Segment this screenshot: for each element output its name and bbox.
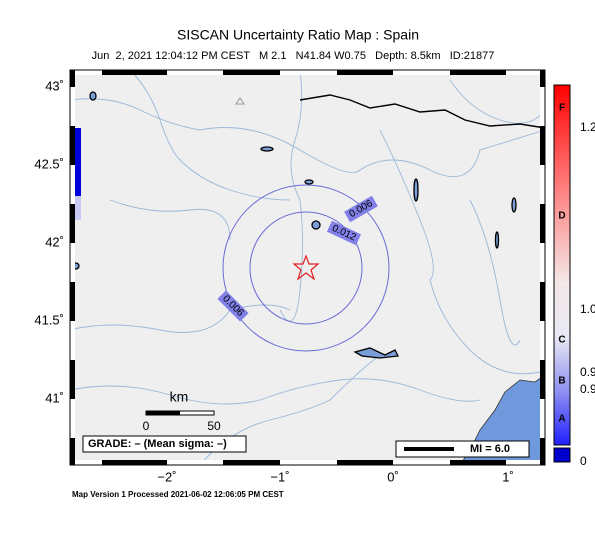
title: SISCAN Uncertainty Ratio Map : Spain: [177, 27, 419, 43]
epicenter: [292, 254, 320, 281]
colorbar-value: 0.9: [580, 382, 595, 396]
frame-segment: [280, 460, 337, 465]
lon-label: 0˚: [387, 469, 399, 484]
subtitle: Jun 2, 2021 12:04:12 PM CEST M 2.1 N41.8…: [92, 50, 495, 62]
frame-segment: [540, 165, 545, 204]
grade: GRADE: – (Mean sigma: –): [88, 438, 227, 450]
footer: Map Version 1 Processed 2021-06-02 12:06…: [72, 490, 284, 499]
frame-segment: [540, 282, 545, 321]
frame-segment: [393, 460, 450, 465]
grade-letter: C: [558, 335, 565, 346]
frame-segment: [540, 399, 545, 438]
lon-label: −2˚: [157, 469, 176, 484]
frame-segment: [223, 70, 280, 75]
lat-label: 42˚: [45, 234, 64, 249]
lon-labels: −2˚ −1˚ 0˚ 1˚: [157, 469, 513, 484]
frame-segment: [540, 70, 545, 87]
frame-segment: [393, 70, 450, 75]
frame-segment: [337, 70, 393, 75]
frame-segment: [167, 70, 223, 75]
frame-segment: [223, 460, 280, 465]
frame-line: [69, 69, 546, 466]
frame-segment: [70, 126, 75, 165]
colorbar-value: 0: [580, 454, 587, 468]
color-strip: [70, 196, 81, 220]
mi: MI = 6.0: [470, 443, 510, 455]
colorbar: F D C B A 1.2 1.0 0.9 0.9 0: [553, 84, 595, 468]
mi-line: [404, 447, 454, 451]
frame-segment: [70, 243, 75, 282]
frame-segment: [70, 204, 75, 243]
frame-segment: [540, 204, 545, 243]
frame-segment: [70, 321, 75, 360]
map-area: 0.006 0.012 0.006 km 0 50 GRADE: – (Mean…: [69, 69, 546, 466]
rivers: [69, 69, 546, 466]
contour-0-012: [249, 211, 363, 325]
frame-segment: [102, 460, 167, 465]
frame-segment: [506, 70, 545, 75]
frame-segment: [102, 70, 167, 75]
scale-end: 50: [207, 419, 221, 433]
border: [299, 94, 546, 129]
frame-segment: [70, 282, 75, 321]
frame-segment: [540, 243, 545, 282]
color-strip: [70, 128, 81, 196]
frame-segment: [70, 70, 75, 87]
frame-segment: [70, 360, 75, 399]
frame-segment: [540, 87, 545, 126]
lat-labels: 43˚ 42.5˚ 42˚ 41.5˚ 41˚: [34, 78, 64, 405]
frame-segment: [540, 321, 545, 360]
lat-label: 41.5˚: [34, 312, 64, 327]
frame-segment: [70, 438, 75, 465]
lon-label: 1˚: [502, 469, 514, 484]
scale-start: 0: [143, 419, 150, 433]
colorbar-value: 1.0: [580, 302, 595, 316]
frame-segment: [280, 70, 337, 75]
frame-segment: [337, 460, 393, 465]
frame-segment: [70, 70, 102, 75]
frame-segment: [506, 460, 545, 465]
lon-label: −1˚: [270, 469, 289, 484]
frame-segment: [70, 165, 75, 204]
grade-letter: F: [559, 103, 565, 114]
colorbar-min: [553, 447, 571, 463]
frame-segment: [70, 460, 102, 465]
frame-segment: [540, 360, 545, 399]
frame-segment: [167, 460, 223, 465]
frame-segment: [70, 87, 75, 126]
lat-label: 41˚: [45, 390, 64, 405]
frame-segment: [540, 438, 545, 465]
colorbar-value: 1.2: [580, 120, 595, 134]
frame-segment: [70, 399, 75, 438]
grade-letter: B: [558, 376, 565, 387]
landmark: [235, 97, 245, 105]
frame-segment: [540, 126, 545, 165]
scale-bar: km 0 50: [143, 389, 221, 433]
frame-segment: [450, 460, 506, 465]
lat-label: 42.5˚: [34, 156, 64, 171]
contour-0-006: [222, 184, 390, 352]
mi-box: [395, 440, 530, 458]
colorbar-value: 0.9: [580, 365, 595, 379]
frame-segment: [450, 70, 506, 75]
colorbar-gradient: [553, 84, 571, 446]
grade-letter: A: [558, 414, 565, 425]
lakes: [72, 91, 517, 359]
grade-box: [82, 435, 247, 453]
grade-letter: D: [558, 211, 565, 222]
frame: [70, 70, 545, 465]
land: [70, 70, 545, 465]
lat-label: 43˚: [45, 78, 64, 93]
scale-unit: km: [170, 389, 189, 405]
